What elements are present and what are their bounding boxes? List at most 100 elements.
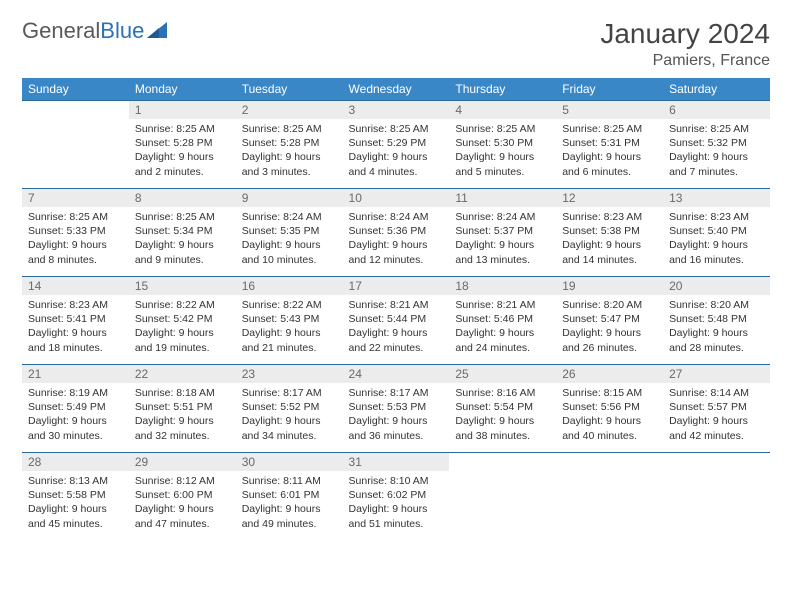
- calendar-day-cell: [556, 453, 663, 541]
- sunrise-text: Sunrise: 8:22 AM: [135, 298, 230, 312]
- day-content: Sunrise: 8:17 AMSunset: 5:53 PMDaylight:…: [343, 383, 450, 449]
- calendar-day-cell: 26Sunrise: 8:15 AMSunset: 5:56 PMDayligh…: [556, 365, 663, 453]
- sunrise-text: Sunrise: 8:25 AM: [455, 122, 550, 136]
- day-content: Sunrise: 8:22 AMSunset: 5:42 PMDaylight:…: [129, 295, 236, 361]
- sunset-text: Sunset: 5:41 PM: [28, 312, 123, 326]
- daylight-text: Daylight: 9 hours and 51 minutes.: [349, 502, 444, 530]
- calendar-day-cell: 7Sunrise: 8:25 AMSunset: 5:33 PMDaylight…: [22, 189, 129, 277]
- sunset-text: Sunset: 5:33 PM: [28, 224, 123, 238]
- day-number: 18: [449, 277, 556, 295]
- daylight-text: Daylight: 9 hours and 49 minutes.: [242, 502, 337, 530]
- sunrise-text: Sunrise: 8:23 AM: [562, 210, 657, 224]
- sunset-text: Sunset: 5:43 PM: [242, 312, 337, 326]
- weekday-header: Wednesday: [343, 78, 450, 101]
- day-number: 5: [556, 101, 663, 119]
- sunset-text: Sunset: 5:35 PM: [242, 224, 337, 238]
- calendar-day-cell: 17 Sunrise: 8:21 AMSunset: 5:44 PMDayligh…: [343, 277, 450, 365]
- day-content: Sunrise: 8:25 AMSunset: 5:31 PMDaylight:…: [556, 119, 663, 185]
- day-number: 17: [343, 277, 450, 295]
- sunset-text: Sunset: 5:46 PM: [455, 312, 550, 326]
- day-content: Sunrise: 8:24 AMSunset: 5:36 PMDaylight:…: [343, 207, 450, 273]
- day-number: 6: [663, 101, 770, 119]
- day-content: Sunrise: 8:25 AMSunset: 5:32 PMDaylight:…: [663, 119, 770, 185]
- daylight-text: Daylight: 9 hours and 8 minutes.: [28, 238, 123, 266]
- sunset-text: Sunset: 5:47 PM: [562, 312, 657, 326]
- sunrise-text: Sunrise: 8:24 AM: [349, 210, 444, 224]
- calendar-day-cell: 27Sunrise: 8:14 AMSunset: 5:57 PMDayligh…: [663, 365, 770, 453]
- sunrise-text: Sunrise: 8:23 AM: [28, 298, 123, 312]
- day-number: 25: [449, 365, 556, 383]
- day-number: 9: [236, 189, 343, 207]
- daylight-text: Daylight: 9 hours and 47 minutes.: [135, 502, 230, 530]
- day-number: 26: [556, 365, 663, 383]
- sunset-text: Sunset: 5:28 PM: [135, 136, 230, 150]
- day-number: 10: [343, 189, 450, 207]
- sunset-text: Sunset: 5:34 PM: [135, 224, 230, 238]
- calendar-day-cell: [663, 453, 770, 541]
- day-content: Sunrise: 8:12 AMSunset: 6:00 PMDaylight:…: [129, 471, 236, 537]
- sunrise-text: Sunrise: 8:25 AM: [562, 122, 657, 136]
- calendar-day-cell: 3Sunrise: 8:25 AMSunset: 5:29 PMDaylight…: [343, 101, 450, 189]
- sunrise-text: Sunrise: 8:21 AM: [455, 298, 550, 312]
- day-content: Sunrise: 8:24 AMSunset: 5:37 PMDaylight:…: [449, 207, 556, 273]
- calendar-day-cell: 9Sunrise: 8:24 AMSunset: 5:35 PMDaylight…: [236, 189, 343, 277]
- calendar-day-cell: 4Sunrise: 8:25 AMSunset: 5:30 PMDaylight…: [449, 101, 556, 189]
- logo-text-1: General: [22, 18, 100, 44]
- calendar-week-row: 7Sunrise: 8:25 AMSunset: 5:33 PMDaylight…: [22, 189, 770, 277]
- day-number: 3: [343, 101, 450, 119]
- calendar-week-row: 21Sunrise: 8:19 AMSunset: 5:49 PMDayligh…: [22, 365, 770, 453]
- sunset-text: Sunset: 5:54 PM: [455, 400, 550, 414]
- day-number: 22: [129, 365, 236, 383]
- daylight-text: Daylight: 9 hours and 30 minutes.: [28, 414, 123, 442]
- sunset-text: Sunset: 5:37 PM: [455, 224, 550, 238]
- calendar-day-cell: 25Sunrise: 8:16 AMSunset: 5:54 PMDayligh…: [449, 365, 556, 453]
- daylight-text: Daylight: 9 hours and 24 minutes.: [455, 326, 550, 354]
- day-content: Sunrise: 8:20 AMSunset: 5:47 PMDaylight:…: [556, 295, 663, 361]
- day-content: Sunrise: 8:17 AMSunset: 5:52 PMDaylight:…: [236, 383, 343, 449]
- calendar-week-row: 1Sunrise: 8:25 AMSunset: 5:28 PMDaylight…: [22, 101, 770, 189]
- header: GeneralBlue January 2024 Pamiers, France: [22, 18, 770, 70]
- day-content: Sunrise: 8:23 AMSunset: 5:40 PMDaylight:…: [663, 207, 770, 273]
- location: Pamiers, France: [600, 52, 770, 70]
- day-content: Sunrise: 8:14 AMSunset: 5:57 PMDaylight:…: [663, 383, 770, 449]
- daylight-text: Daylight: 9 hours and 19 minutes.: [135, 326, 230, 354]
- sunrise-text: Sunrise: 8:15 AM: [562, 386, 657, 400]
- day-content: Sunrise: 8:20 AMSunset: 5:48 PMDaylight:…: [663, 295, 770, 361]
- sunset-text: Sunset: 5:53 PM: [349, 400, 444, 414]
- day-number: 21: [22, 365, 129, 383]
- sunset-text: Sunset: 5:49 PM: [28, 400, 123, 414]
- daylight-text: Daylight: 9 hours and 5 minutes.: [455, 150, 550, 178]
- daylight-text: Daylight: 9 hours and 22 minutes.: [349, 326, 444, 354]
- sunrise-text: Sunrise: 8:12 AM: [135, 474, 230, 488]
- daylight-text: Daylight: 9 hours and 14 minutes.: [562, 238, 657, 266]
- sunset-text: Sunset: 5:44 PM: [349, 312, 444, 326]
- sunset-text: Sunset: 5:52 PM: [242, 400, 337, 414]
- day-content: Sunrise: 8:25 AMSunset: 5:28 PMDaylight:…: [236, 119, 343, 185]
- weekday-header: Sunday: [22, 78, 129, 101]
- day-number: 19: [556, 277, 663, 295]
- calendar-week-row: 28Sunrise: 8:13 AMSunset: 5:58 PMDayligh…: [22, 453, 770, 541]
- daylight-text: Daylight: 9 hours and 36 minutes.: [349, 414, 444, 442]
- daylight-text: Daylight: 9 hours and 45 minutes.: [28, 502, 123, 530]
- calendar-day-cell: 6Sunrise: 8:25 AMSunset: 5:32 PMDaylight…: [663, 101, 770, 189]
- sunset-text: Sunset: 5:56 PM: [562, 400, 657, 414]
- sunrise-text: Sunrise: 8:25 AM: [349, 122, 444, 136]
- day-number: 13: [663, 189, 770, 207]
- day-number: 23: [236, 365, 343, 383]
- logo-triangle-icon: [147, 18, 167, 44]
- sunrise-text: Sunrise: 8:21 AM: [349, 298, 444, 312]
- calendar-day-cell: 19Sunrise: 8:20 AMSunset: 5:47 PMDayligh…: [556, 277, 663, 365]
- daylight-text: Daylight: 9 hours and 10 minutes.: [242, 238, 337, 266]
- day-number: 14: [22, 277, 129, 295]
- calendar-day-cell: 23Sunrise: 8:17 AMSunset: 5:52 PMDayligh…: [236, 365, 343, 453]
- sunrise-text: Sunrise: 8:18 AM: [135, 386, 230, 400]
- calendar-day-cell: 14Sunrise: 8:23 AMSunset: 5:41 PMDayligh…: [22, 277, 129, 365]
- daylight-text: Daylight: 9 hours and 6 minutes.: [562, 150, 657, 178]
- calendar-day-cell: 16Sunrise: 8:22 AMSunset: 5:43 PMDayligh…: [236, 277, 343, 365]
- day-content: Sunrise: 8:25 AMSunset: 5:33 PMDaylight:…: [22, 207, 129, 273]
- day-content: Sunrise: 8:22 AMSunset: 5:43 PMDaylight:…: [236, 295, 343, 361]
- sunset-text: Sunset: 5:57 PM: [669, 400, 764, 414]
- daylight-text: Daylight: 9 hours and 34 minutes.: [242, 414, 337, 442]
- sunset-text: Sunset: 5:58 PM: [28, 488, 123, 502]
- sunrise-text: Sunrise: 8:25 AM: [135, 210, 230, 224]
